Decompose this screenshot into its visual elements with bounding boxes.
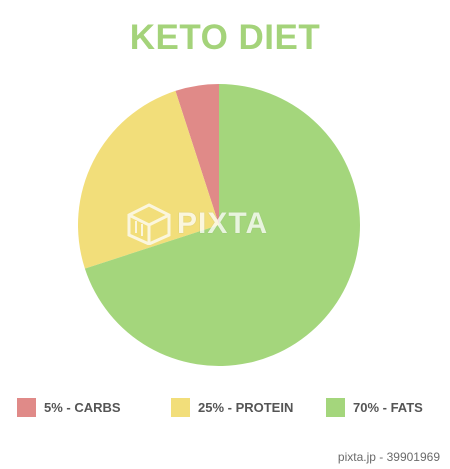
- pixta-cube-icon: [127, 203, 171, 245]
- legend-swatch-fats: [326, 398, 345, 417]
- legend-item-fats: 70% - FATS: [326, 398, 423, 417]
- pie-slice-carbs: [175, 84, 219, 225]
- watermark: PIXTA: [127, 203, 268, 245]
- legend-label-carbs: 5% - CARBS: [44, 400, 121, 415]
- legend-swatch-carbs: [17, 398, 36, 417]
- legend-item-protein: 25% - PROTEIN: [171, 398, 293, 417]
- watermark-text: PIXTA: [177, 207, 269, 240]
- pie-slice-protein: [78, 90, 220, 269]
- footer-credit: pixta.jp - 39901969: [337, 450, 440, 464]
- legend-item-carbs: 5% - CARBS: [17, 398, 121, 417]
- chart-title: KETO DIET: [129, 18, 321, 57]
- footer-bar: pixta.jp - 39901969: [0, 447, 450, 469]
- pie-slice-fats: [84, 84, 360, 367]
- legend-label-fats: 70% - FATS: [353, 400, 423, 415]
- legend: 5% - CARBS 25% - PROTEIN 70% - FATS: [0, 398, 450, 420]
- legend-swatch-protein: [171, 398, 190, 417]
- legend-label-protein: 25% - PROTEIN: [198, 400, 294, 415]
